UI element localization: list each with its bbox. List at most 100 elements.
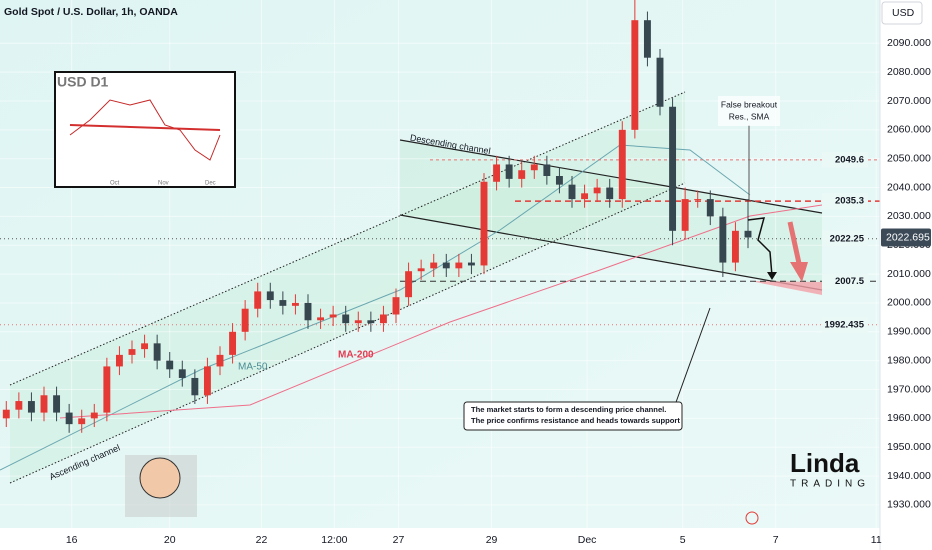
candle-body [593, 187, 601, 194]
level-label: 2007.5 [835, 276, 865, 287]
callout-box [718, 96, 780, 126]
y-tick-label: 1980.000 [887, 354, 931, 366]
candle-body [191, 377, 199, 396]
currency: USD [892, 7, 915, 19]
level-label: 2035.3 [835, 196, 864, 207]
flash-icon [745, 511, 759, 525]
candle-body [455, 262, 463, 269]
candle-body [417, 268, 425, 272]
last-price: 2022.695 [886, 231, 930, 243]
candle-body [241, 308, 249, 332]
x-tick-label: 12:00 [321, 534, 347, 546]
callout: Res., SMA [729, 111, 770, 121]
candle-body [530, 164, 538, 171]
y-tick-label: 2030.000 [887, 210, 931, 222]
candle-body [354, 320, 362, 324]
candle-body [744, 230, 752, 238]
candle-body [430, 262, 438, 269]
y-tick-label: 2080.000 [887, 66, 931, 78]
candle-body [128, 349, 136, 355]
level-label: 1992.435 [824, 319, 864, 330]
x-tick-label: 22 [256, 534, 268, 546]
callout: False breakout [721, 99, 778, 109]
chart-title: Gold Spot / U.S. Dollar, 1h, OANDA [4, 6, 178, 18]
candle-body [115, 354, 123, 367]
candle-body [65, 412, 73, 425]
last-price-box [881, 228, 931, 247]
level-label-bg [822, 230, 868, 247]
inset-price [69, 99, 221, 161]
inset-month: Oct [110, 181, 120, 187]
inset-title: USD D1 [57, 74, 109, 90]
x-tick-label: 5 [680, 534, 686, 546]
level-label: 2049.6 [835, 154, 864, 165]
candle-body [53, 395, 61, 413]
candle-body [568, 184, 576, 200]
y-tick-label: 1940.000 [887, 470, 931, 482]
candle-body [266, 291, 274, 301]
candle-body [379, 314, 387, 324]
currency-box [881, 1, 923, 25]
desc-upper [399, 139, 823, 214]
candle-body [480, 181, 488, 266]
candle-body [141, 343, 149, 350]
asc-upper [9, 91, 686, 386]
y-tick-label: 2070.000 [887, 95, 931, 107]
candle-body [304, 302, 312, 321]
level-label-bg [822, 193, 868, 210]
projection-arrow [747, 217, 773, 277]
ma200-label: MA-200 [338, 350, 374, 361]
level-label: 2022.25 [830, 233, 865, 244]
candle-body [543, 164, 551, 176]
asc-lower [9, 182, 686, 484]
candle-body [254, 291, 262, 309]
candle-body [555, 176, 563, 185]
inset-level [69, 124, 221, 131]
y-tick-label: 1990.000 [887, 326, 931, 338]
candle-body [493, 164, 501, 182]
candle-body [279, 300, 287, 306]
logo-sub: TRADING [790, 479, 870, 490]
candle-body [669, 106, 677, 231]
y-tick-label: 1930.000 [887, 499, 931, 511]
candle-body [505, 164, 513, 179]
price-axis [880, 0, 932, 550]
x-tick-label: Dec [578, 534, 597, 546]
candle-body [467, 262, 475, 266]
candle-body [229, 331, 237, 355]
time-axis [0, 528, 880, 550]
ma-200 [59, 204, 823, 419]
note: The market starts to form a descending p… [471, 405, 666, 414]
candle-body [719, 216, 727, 263]
candle-body [103, 366, 111, 413]
candle-body [78, 418, 86, 425]
y-tick-label: 2010.000 [887, 268, 931, 280]
candle-body [606, 187, 614, 200]
inset-month: Nov [158, 181, 169, 187]
candle-body [203, 366, 211, 396]
candle-body [166, 360, 174, 370]
candle-body [15, 401, 23, 410]
candle-body [367, 320, 375, 324]
ma-50 [0, 144, 751, 471]
candle-body [731, 230, 739, 263]
big-arrow-head [790, 262, 808, 282]
desc-channel-fill [400, 140, 822, 290]
y-tick-label: 2060.000 [887, 124, 931, 136]
y-tick-label: 1950.000 [887, 441, 931, 453]
candle-body [40, 395, 48, 413]
candle-body [317, 317, 325, 321]
desc-lower [399, 214, 823, 291]
y-tick-label: 2090.000 [887, 37, 931, 49]
logo: Linda [790, 448, 860, 478]
level-label-bg [822, 151, 868, 168]
candle-body [392, 297, 400, 315]
candle-body [405, 271, 413, 298]
avatar-face [139, 457, 181, 499]
candle-body [153, 343, 161, 361]
candle-body [694, 199, 702, 201]
candle-body [442, 262, 450, 269]
candle-body [342, 314, 350, 324]
candle-body [706, 199, 714, 217]
